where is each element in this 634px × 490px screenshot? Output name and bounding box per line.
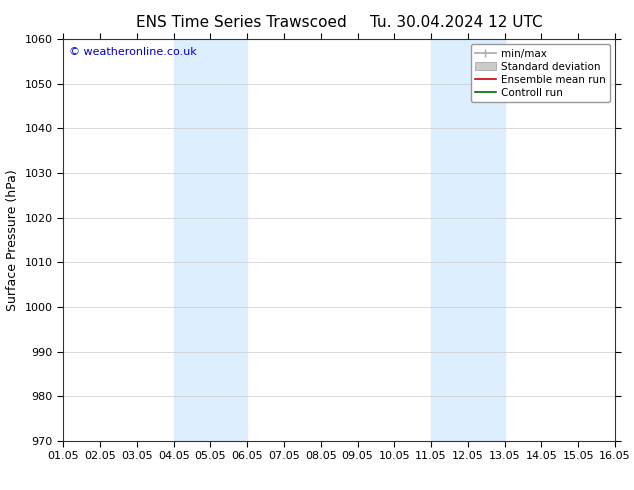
Text: © weatheronline.co.uk: © weatheronline.co.uk bbox=[69, 47, 197, 57]
Y-axis label: Surface Pressure (hPa): Surface Pressure (hPa) bbox=[6, 169, 19, 311]
Text: ENS Time Series Trawscoed: ENS Time Series Trawscoed bbox=[136, 15, 346, 30]
Text: Tu. 30.04.2024 12 UTC: Tu. 30.04.2024 12 UTC bbox=[370, 15, 543, 30]
Bar bbox=[431, 39, 505, 441]
Legend: min/max, Standard deviation, Ensemble mean run, Controll run: min/max, Standard deviation, Ensemble me… bbox=[470, 45, 610, 102]
Bar bbox=[174, 39, 247, 441]
